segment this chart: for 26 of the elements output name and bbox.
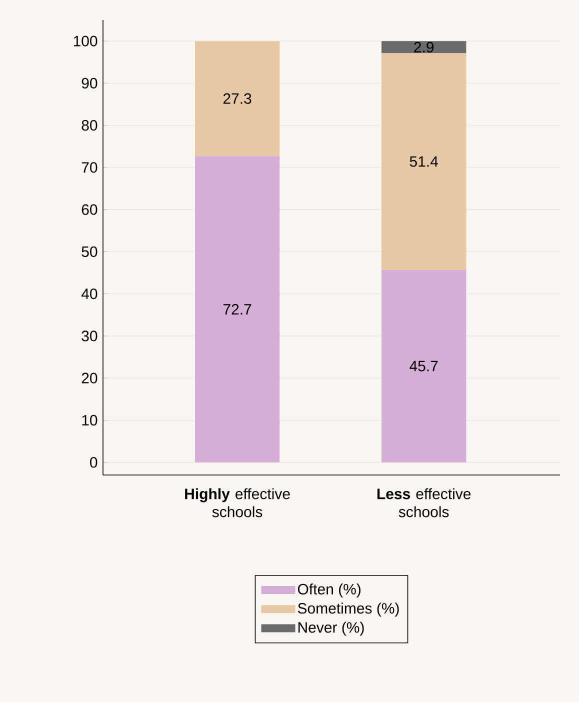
bar: [194, 156, 280, 462]
bar: [381, 270, 466, 462]
legend-label: Sometimes (%): [298, 602, 399, 617]
bar: [381, 41, 466, 54]
data-label: 2.9: [414, 42, 434, 52]
legend-label: Often (%): [298, 584, 360, 598]
y-tick-label: 70: [82, 162, 98, 173]
x-tick-label: Less effective schools: [377, 488, 471, 518]
data-label: 72.7: [223, 304, 252, 314]
y-tick-label: 0: [90, 457, 98, 468]
y-tick-label: 20: [82, 372, 98, 384]
y-tick-label: 100: [74, 36, 98, 46]
y-tick-label: 40: [81, 288, 98, 300]
legend-label: Never (%): [298, 622, 364, 636]
y-tick-label: 80: [82, 120, 98, 131]
y-tick-label: 50: [82, 246, 98, 258]
x-tick-label: Highly effective schools: [185, 488, 290, 518]
y-tick-label: 90: [82, 78, 98, 88]
y-tick-label: 30: [82, 330, 98, 342]
bar: [194, 41, 280, 156]
data-label: 45.7: [410, 360, 438, 372]
data-label: 27.3: [223, 93, 252, 104]
y-tick-label: 60: [82, 204, 98, 215]
bar: [381, 53, 466, 270]
y-tick-label: 10: [82, 414, 98, 426]
data-label: 51.4: [410, 156, 438, 167]
